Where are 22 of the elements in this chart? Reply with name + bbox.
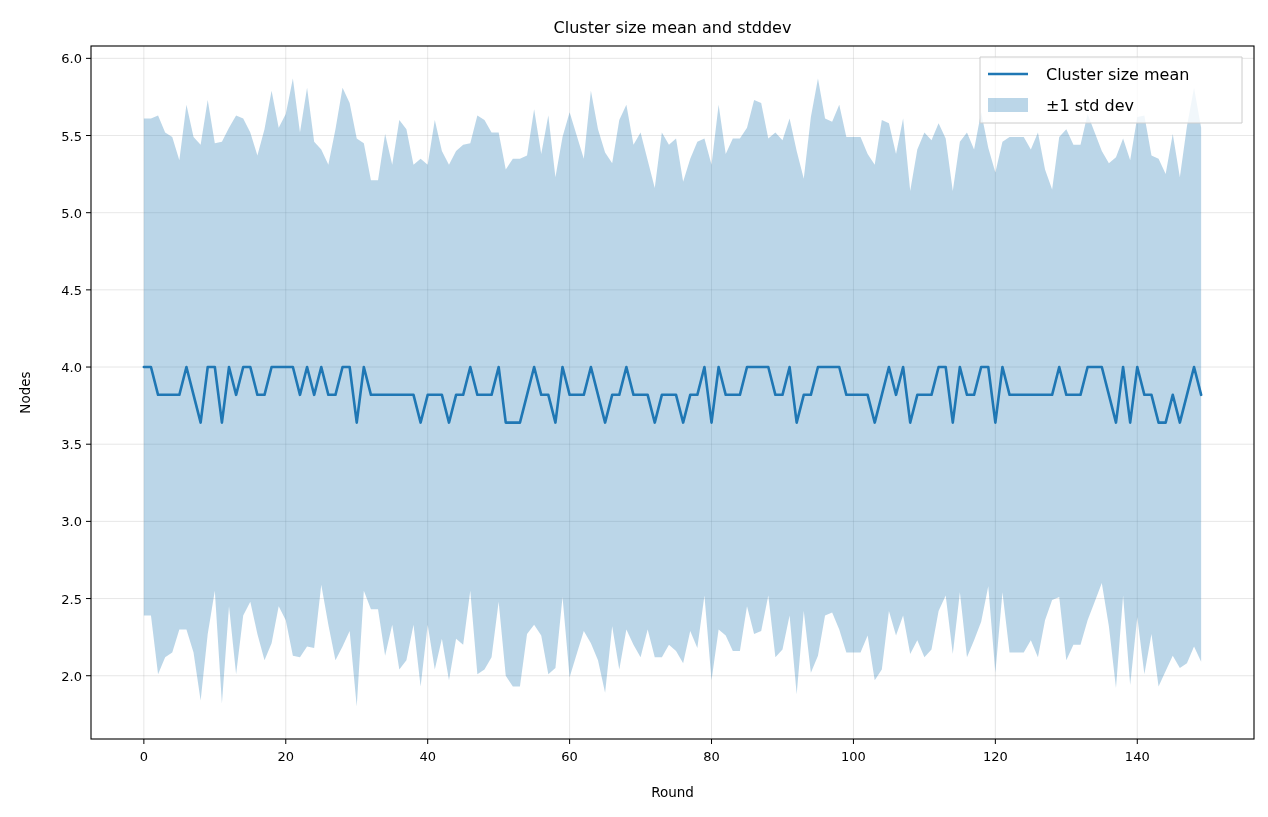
x-tick-label: 40 — [419, 749, 436, 764]
x-tick-label: 80 — [703, 749, 720, 764]
annotation: ±1 std dev — [1046, 96, 1134, 115]
y-tick-label: 3.0 — [61, 514, 82, 530]
y-tick-label: 2.0 — [61, 668, 82, 684]
x-tick-label: 120 — [982, 749, 1008, 764]
chart-title: Cluster size mean and stddev — [553, 18, 792, 37]
y-tick-label: 2.5 — [61, 591, 82, 607]
y-tick-label: 5.0 — [61, 205, 82, 221]
y-axis-title: Nodes — [17, 371, 33, 414]
y-tick-label: 4.5 — [61, 282, 82, 298]
legend-label: Cluster size mean — [1046, 65, 1190, 84]
x-tick-label: 60 — [561, 749, 578, 764]
y-tick-label: 3.5 — [61, 437, 82, 453]
x-tick-label: 100 — [841, 749, 866, 764]
x-tick-label: 20 — [277, 749, 295, 764]
y-tick-label: 5.5 — [61, 128, 82, 144]
x-tick-label: 0 — [139, 749, 148, 764]
y-tick-label: 6.0 — [61, 51, 82, 67]
x-tick-label: 140 — [1124, 749, 1150, 764]
y-tick-label: 4.0 — [61, 360, 82, 376]
x-axis-title: Round — [651, 784, 694, 800]
